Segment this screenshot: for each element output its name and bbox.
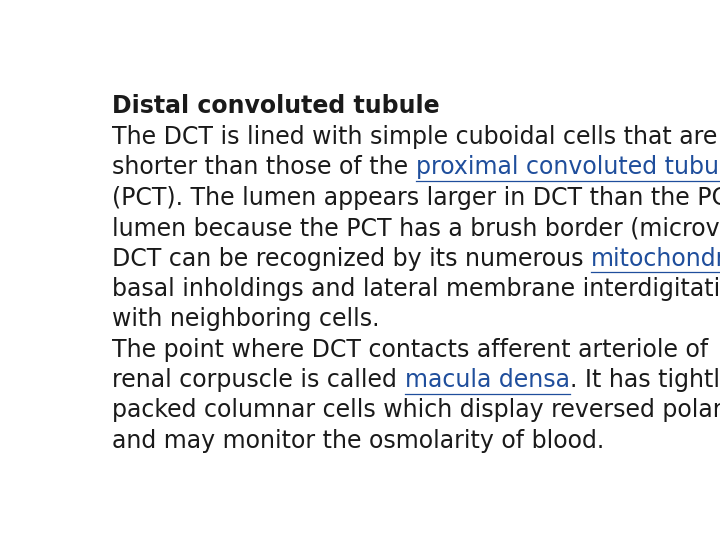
Text: DCT can be recognized by its numerous: DCT can be recognized by its numerous: [112, 246, 591, 271]
Text: The point where DCT contacts afferent arteriole of: The point where DCT contacts afferent ar…: [112, 338, 708, 362]
Text: renal corpuscle is called: renal corpuscle is called: [112, 368, 405, 392]
Text: Distal convoluted tubule: Distal convoluted tubule: [112, 94, 440, 118]
Text: with neighboring cells.: with neighboring cells.: [112, 307, 380, 331]
Text: proximal convoluted tubule: proximal convoluted tubule: [416, 156, 720, 179]
Text: packed columnar cells which display reversed polarity: packed columnar cells which display reve…: [112, 399, 720, 422]
Text: shorter than those of the: shorter than those of the: [112, 156, 416, 179]
Text: (PCT). The lumen appears larger in DCT than the PCT: (PCT). The lumen appears larger in DCT t…: [112, 186, 720, 210]
Text: and may monitor the osmolarity of blood.: and may monitor the osmolarity of blood.: [112, 429, 605, 453]
Text: . It has tightly: . It has tightly: [570, 368, 720, 392]
Text: mitochondria: mitochondria: [591, 246, 720, 271]
Text: basal inholdings and lateral membrane interdigitations: basal inholdings and lateral membrane in…: [112, 277, 720, 301]
Text: The DCT is lined with simple cuboidal cells that are: The DCT is lined with simple cuboidal ce…: [112, 125, 718, 149]
Text: lumen because the PCT has a brush border (microvilli).: lumen because the PCT has a brush border…: [112, 216, 720, 240]
Text: macula densa: macula densa: [405, 368, 570, 392]
